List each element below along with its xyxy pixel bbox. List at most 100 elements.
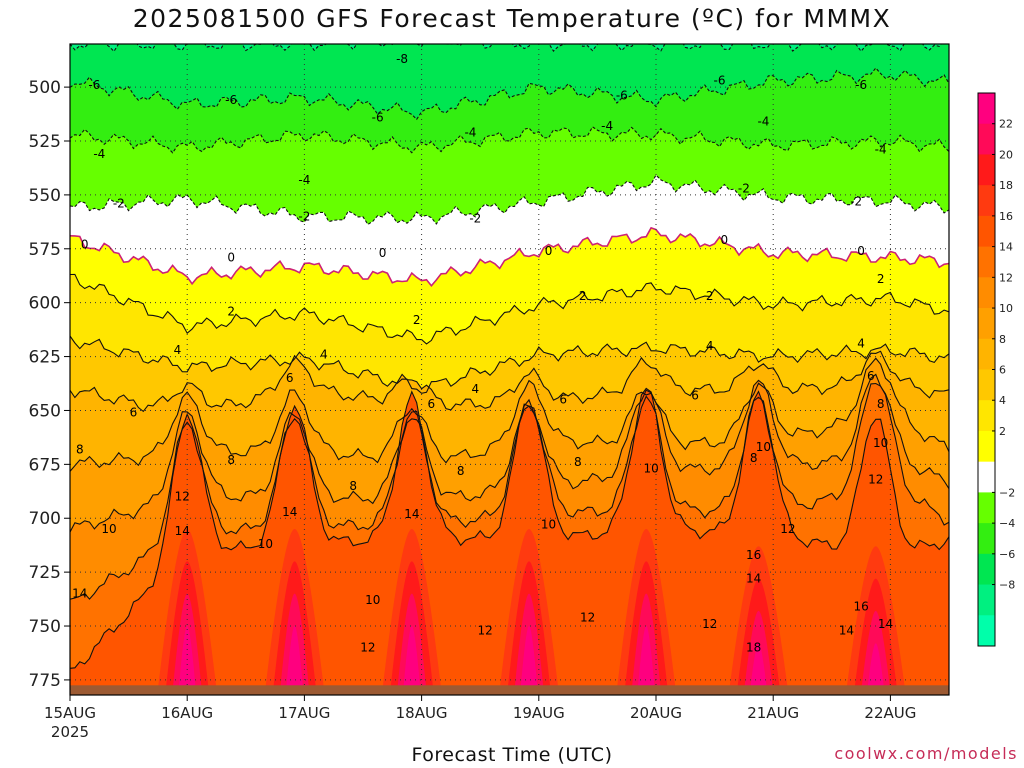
contour-label: 8 bbox=[877, 397, 885, 411]
contour-label: 10 bbox=[873, 436, 888, 450]
y-tick-label: 525 bbox=[29, 132, 61, 152]
isoline-12 bbox=[70, 382, 949, 600]
contour-label: 10 bbox=[258, 537, 273, 551]
contour-label: 10 bbox=[365, 593, 380, 607]
colorbar-swatch bbox=[978, 584, 995, 616]
contour-label: -2 bbox=[113, 197, 125, 211]
contour-label: 10 bbox=[101, 522, 116, 536]
colorbar-label: 18 bbox=[999, 179, 1013, 192]
isoline-6 bbox=[70, 350, 949, 413]
plot-frame bbox=[69, 43, 950, 696]
colorbar-label: −2 bbox=[999, 486, 1015, 499]
plot-area: -8 -6 -6 -6 -6 -6 -6 -4 -4 -4 -4 -4 -4 -2 -2 -2 -2 -2 0 0 0 0… bbox=[70, 44, 949, 695]
contour-label: 8 bbox=[574, 455, 582, 469]
colorbar-label: −4 bbox=[999, 517, 1015, 530]
warm-core-0-22 bbox=[178, 626, 197, 695]
x-tick-label: 20AUG bbox=[630, 704, 682, 722]
y-tick-label: 700 bbox=[29, 509, 61, 529]
colorbar-label: −6 bbox=[999, 548, 1015, 561]
isoline--8 bbox=[70, 44, 942, 53]
contour-label: 14 bbox=[878, 617, 893, 631]
contour-label: -6 bbox=[855, 78, 867, 92]
colorbar-swatch bbox=[978, 400, 995, 432]
chart-title: 2025081500 GFS Forecast Temperature (ºC)… bbox=[132, 4, 892, 33]
warm-core-6-22 bbox=[866, 643, 885, 695]
colorbar-swatch bbox=[978, 523, 995, 555]
contour-label: -4 bbox=[757, 115, 769, 129]
contour-label: 0 bbox=[857, 244, 865, 258]
colorbar-swatch bbox=[978, 553, 995, 586]
contour-label: 12 bbox=[580, 610, 595, 624]
contour-label: 4 bbox=[174, 343, 182, 357]
colorbar-label: 4 bbox=[999, 394, 1006, 407]
contour-label: 2 bbox=[877, 272, 885, 286]
contour-label: 12 bbox=[175, 490, 190, 504]
contour-label: -6 bbox=[372, 110, 384, 124]
colorbar-swatch bbox=[978, 277, 995, 309]
contour-label: 2 bbox=[579, 289, 587, 303]
x-tick-label: 21AUG bbox=[747, 704, 799, 722]
colorbar-swatch bbox=[978, 123, 995, 155]
x-tick-label: 17AUG bbox=[278, 704, 330, 722]
contour-label: 16 bbox=[746, 548, 761, 562]
contour-label: 0 bbox=[81, 237, 89, 251]
isoline--2 bbox=[70, 174, 949, 226]
isoline-2 bbox=[70, 273, 949, 345]
y-tick-label: 600 bbox=[29, 294, 61, 314]
contour-label: 2 bbox=[706, 289, 714, 303]
contour-label: -8 bbox=[396, 52, 408, 66]
x-tick-sublabel: 2025 bbox=[51, 723, 89, 741]
colorbar-swatch bbox=[978, 154, 995, 186]
colorbar-swatch bbox=[978, 246, 995, 278]
contour-label: 6 bbox=[130, 406, 138, 420]
warm-core-1-22 bbox=[285, 626, 304, 695]
colorbar-swatch bbox=[978, 369, 995, 401]
contour-label: 8 bbox=[750, 451, 758, 465]
isoline-8 bbox=[70, 357, 949, 472]
colorbar-label: 12 bbox=[999, 271, 1013, 284]
contour-label: -4 bbox=[298, 173, 310, 187]
colorbar-swatch bbox=[978, 430, 995, 463]
contour-label: -4 bbox=[464, 125, 476, 139]
contour-label: 10 bbox=[756, 440, 771, 454]
colorbar-swatch bbox=[978, 338, 995, 370]
isoline--6 bbox=[70, 67, 949, 121]
y-tick-label: 650 bbox=[29, 401, 61, 421]
contour-label: 0 bbox=[227, 250, 235, 264]
contour-label: 6 bbox=[559, 393, 567, 407]
colorbar-swatch bbox=[978, 492, 995, 524]
contour-label: -6 bbox=[713, 74, 725, 88]
y-tick-label: 750 bbox=[29, 617, 61, 637]
contour-label: 6 bbox=[428, 397, 436, 411]
contour-label: -4 bbox=[601, 119, 613, 133]
contour-label: 0 bbox=[379, 246, 387, 260]
colorbar-label: 20 bbox=[999, 148, 1013, 161]
colorbar-label: 6 bbox=[999, 364, 1006, 377]
contour-label: 12 bbox=[477, 623, 492, 637]
colorbar-swatch bbox=[978, 461, 995, 493]
x-axis-label: Forecast Time (UTC) bbox=[411, 744, 613, 766]
x-tick-label: 16AUG bbox=[161, 704, 213, 722]
credit-label: coolwx.com/models bbox=[834, 744, 1018, 763]
contour-label: 0 bbox=[721, 233, 729, 247]
contour-label: 12 bbox=[360, 641, 375, 655]
contour-label: 4 bbox=[471, 382, 479, 396]
colorbar-swatch bbox=[978, 308, 995, 340]
contour-label: 14 bbox=[404, 507, 419, 521]
contour-label: -2 bbox=[738, 181, 750, 195]
y-tick-label: 550 bbox=[29, 186, 61, 206]
colorbar-label: 16 bbox=[999, 210, 1013, 223]
contour-label: -2 bbox=[298, 209, 310, 223]
colorbar-label: 22 bbox=[999, 118, 1013, 131]
contour-label: 12 bbox=[780, 522, 795, 536]
contour-label: 4 bbox=[857, 337, 865, 351]
contour-label: 12 bbox=[702, 617, 717, 631]
y-tick-label: 575 bbox=[29, 240, 61, 260]
contour-label: 18 bbox=[746, 641, 761, 655]
contour-label: 12 bbox=[868, 472, 883, 486]
warm-core-4-22 bbox=[637, 626, 656, 695]
contour-label: 8 bbox=[227, 453, 235, 467]
contour-label: 6 bbox=[691, 388, 699, 402]
y-tick-label: 775 bbox=[29, 671, 61, 691]
